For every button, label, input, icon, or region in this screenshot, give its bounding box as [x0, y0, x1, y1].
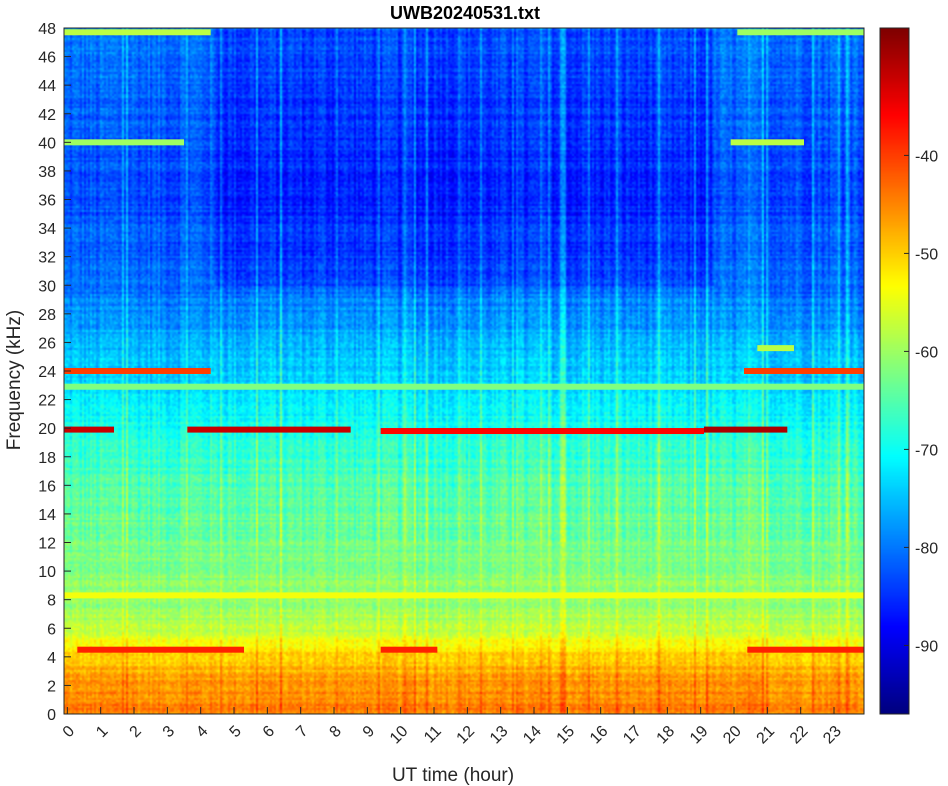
x-tick-label: 17	[620, 723, 645, 748]
y-tick-label: 0	[47, 707, 56, 724]
x-tick-label: 22	[787, 723, 812, 748]
y-tick-label: 36	[38, 193, 56, 210]
colorbar-tick-label: -70	[915, 442, 938, 459]
y-tick-label: 46	[38, 50, 56, 67]
colorbar-gradient	[880, 28, 909, 714]
x-axis-title: UT time (hour)	[392, 765, 514, 786]
y-tick-label: 30	[38, 278, 56, 295]
colorbar-tick-label: -90	[915, 638, 938, 655]
x-tick-label: 15	[554, 723, 579, 748]
x-tick-label: 10	[387, 723, 412, 748]
colorbar-tick-label: -40	[915, 148, 938, 165]
x-tick-label: 16	[587, 723, 612, 748]
x-tick-label: 6	[260, 723, 278, 741]
y-tick-label: 34	[38, 221, 56, 238]
signal-band-5	[744, 368, 864, 374]
x-tick-label: 19	[687, 723, 712, 748]
signal-band-1	[737, 29, 864, 36]
y-tick-label: 2	[47, 678, 56, 695]
signal-band-0	[64, 29, 211, 36]
y-tick-label: 42	[38, 107, 56, 124]
y-tick-label: 32	[38, 250, 56, 267]
colorbar-frame	[879, 27, 910, 715]
y-tick-label: 12	[38, 536, 56, 553]
colorbar: -90 -80 -70 -60 -50 -40	[879, 27, 938, 715]
signal-band-7	[64, 426, 114, 433]
signal-band-14	[64, 592, 864, 599]
signal-band-6	[757, 345, 794, 352]
y-tick-label: 24	[38, 364, 56, 381]
x-tick-label: 11	[421, 723, 445, 747]
x-tick-label: 13	[487, 723, 512, 748]
x-tick-label: 20	[720, 723, 745, 748]
x-tick-label: 3	[160, 723, 178, 741]
y-tick-label: 44	[38, 78, 56, 95]
y-axis: 0246810121416182022242628303234363840424…	[38, 21, 71, 724]
colorbar-tick-label: -50	[915, 246, 938, 263]
colorbar-tick-label: -60	[915, 344, 938, 361]
plot-area	[63, 27, 865, 715]
signal-band-9	[380, 428, 704, 435]
y-tick-label: 16	[38, 478, 56, 495]
signal-band-11	[77, 646, 244, 653]
x-tick-label: 12	[454, 723, 479, 748]
x-tick-label: 8	[327, 723, 345, 741]
x-tick-label: 21	[754, 723, 779, 748]
y-tick-label: 38	[38, 164, 56, 181]
signal-band-2	[64, 139, 184, 146]
y-tick-label: 6	[47, 621, 56, 638]
signal-band-4	[64, 368, 211, 374]
x-tick-label: 14	[520, 723, 545, 748]
x-tick-label: 18	[654, 723, 679, 748]
y-tick-label: 28	[38, 307, 56, 324]
x-tick-label: 9	[360, 723, 378, 741]
signal-band-13	[747, 646, 864, 653]
y-tick-label: 18	[38, 450, 56, 467]
signal-band-15	[64, 383, 864, 390]
y-axis-title: Frequency (kHz)	[4, 310, 25, 450]
y-tick-label: 14	[38, 507, 56, 524]
x-tick-label: 7	[293, 723, 311, 741]
signal-band-3	[730, 139, 804, 146]
y-tick-label: 10	[38, 564, 56, 581]
y-tick-label: 40	[38, 135, 56, 152]
signal-marks	[64, 29, 864, 653]
x-tick-label: 1	[93, 723, 111, 741]
y-tick-label: 26	[38, 335, 56, 352]
signal-band-10	[704, 426, 788, 433]
colorbar-tick-label: -80	[915, 540, 938, 557]
x-tick-label: 23	[820, 723, 845, 748]
y-tick-label: 8	[47, 593, 56, 610]
chart-title: UWB20240531.txt	[390, 3, 540, 23]
signal-band-12	[380, 646, 438, 653]
y-tick-label: 4	[47, 650, 56, 667]
x-tick-label: 5	[227, 723, 245, 741]
x-tick-label: 2	[127, 723, 145, 741]
y-tick-label: 48	[38, 21, 56, 38]
y-tick-label: 20	[38, 421, 56, 438]
colorbar-ticks: -90 -80 -70 -60 -50 -40	[904, 148, 938, 655]
x-tick-label: 4	[193, 723, 211, 741]
y-tick-label: 22	[38, 393, 56, 410]
signal-band-8	[187, 426, 351, 433]
x-tick-label: 0	[60, 723, 78, 741]
